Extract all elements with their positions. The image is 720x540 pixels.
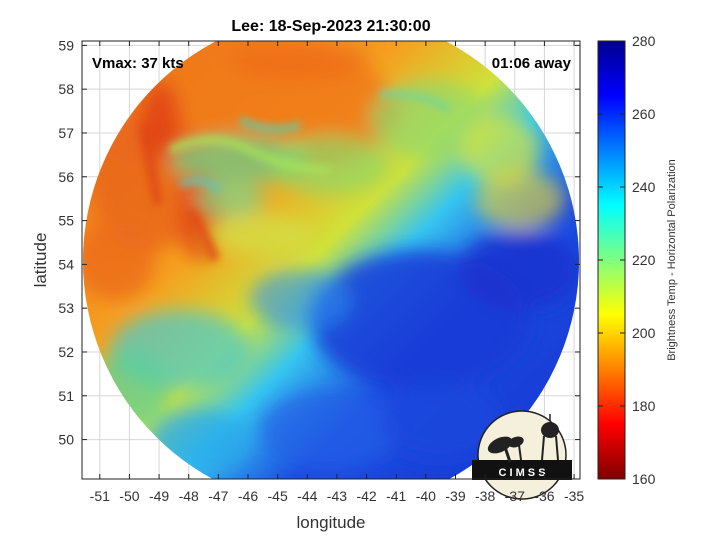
x-tick-label: -51 <box>90 488 110 504</box>
colorbar: 160 180 200 220 240 260 280 Brightness Temp - … <box>597 33 678 487</box>
x-tick-label: -45 <box>268 488 288 504</box>
y-tick-label: 51 <box>58 388 74 404</box>
x-tick-label: -42 <box>356 488 376 504</box>
colorbar-label: Brightness Temp - Horizontal Polarizatio… <box>666 159 678 361</box>
time-away-annotation: 01:06 away <box>492 55 572 72</box>
vmax-annotation: Vmax: 37 kts <box>92 55 184 72</box>
x-axis-label: longitude <box>296 513 365 532</box>
x-tick-label: -46 <box>238 488 258 504</box>
x-tick-label: -47 <box>208 488 228 504</box>
y-tick-label: 57 <box>58 125 74 141</box>
y-tick-label: 58 <box>58 81 74 97</box>
axes-frame <box>81 40 581 480</box>
y-axis-ticks: 50 51 52 53 54 55 56 57 58 59 <box>58 37 580 448</box>
colorbar-ticks: 160 180 200 220 240 260 280 <box>598 33 656 487</box>
colorbar-tick-label: 280 <box>632 33 656 49</box>
y-tick-label: 52 <box>58 344 74 360</box>
y-tick-label: 55 <box>58 213 74 229</box>
x-tick-label: -40 <box>416 488 436 504</box>
x-tick-label: -37 <box>505 488 525 504</box>
x-tick-label: -44 <box>297 488 317 504</box>
x-tick-label: -41 <box>386 488 406 504</box>
colorbar-tick-label: 240 <box>632 179 656 195</box>
logo-text: C I M S S <box>498 467 545 479</box>
colorbar-tick-label: 180 <box>632 398 656 414</box>
x-tick-label: -50 <box>119 488 139 504</box>
colorbar-tick-label: 160 <box>632 471 656 487</box>
y-tick-label: 50 <box>58 432 74 448</box>
x-tick-label: -43 <box>327 488 347 504</box>
x-tick-label: -39 <box>445 488 465 504</box>
x-tick-label: -38 <box>475 488 495 504</box>
y-tick-label: 59 <box>58 37 74 53</box>
x-tick-label: -48 <box>179 488 199 504</box>
x-tick-label: -36 <box>534 488 554 504</box>
x-axis-ticks: -51 -50 -49 -48 -47 -46 -45 -44 -43 -42 -41 -40 -39-… <box>90 41 584 504</box>
y-tick-label: 56 <box>58 169 74 185</box>
x-tick-label: -35 <box>564 488 584 504</box>
colorbar-tick-label: 260 <box>632 106 656 122</box>
colorbar-tick-label: 220 <box>632 252 656 268</box>
colorbar-tick-label: 200 <box>632 325 656 341</box>
y-axis-label: latitude <box>31 233 50 288</box>
chart-title: Lee: 18-Sep-2023 21:30:00 <box>231 18 430 35</box>
y-tick-label: 53 <box>58 300 74 316</box>
x-tick-label: -49 <box>149 488 169 504</box>
y-tick-label: 54 <box>58 256 74 272</box>
